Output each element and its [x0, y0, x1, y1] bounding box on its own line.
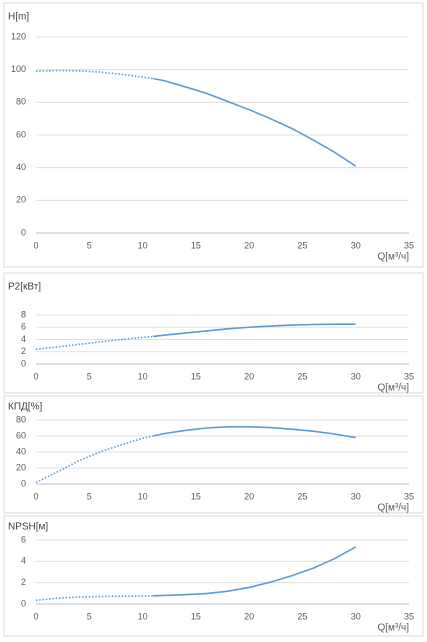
line-solid — [153, 426, 356, 439]
line-dotted — [35, 69, 154, 80]
x-tick-label: 20 — [244, 240, 254, 250]
x-axis-label: Q[м³/ч] — [377, 503, 409, 514]
y-tick-label: 2 — [21, 577, 26, 587]
x-tick-label: 0 — [33, 240, 38, 250]
x-tick-label: 35 — [404, 240, 414, 250]
line-dotted — [35, 594, 154, 602]
panel-border — [3, 515, 424, 637]
y-tick-label: 80 — [16, 97, 26, 107]
line-solid — [153, 323, 356, 338]
y-tick-label: 80 — [16, 414, 26, 424]
x-tick-label: 35 — [404, 611, 414, 621]
panel-border — [3, 395, 424, 514]
y-tick-label: 60 — [16, 430, 26, 440]
y-tick-label: 20 — [16, 195, 26, 205]
x-tick-label: 10 — [138, 491, 148, 501]
y-tick-label: 0 — [21, 598, 26, 608]
y-tick-label: 0 — [21, 227, 26, 237]
x-tick-label: 30 — [351, 491, 361, 501]
line-dotted — [35, 335, 154, 351]
y-tick-label: 100 — [11, 64, 26, 74]
y-tick-label: 4 — [21, 556, 26, 566]
x-tick-label: 25 — [297, 371, 307, 381]
y-tick-label: 0 — [21, 478, 26, 488]
y-tick-label: 120 — [11, 31, 26, 41]
x-axis-label: Q[м³/ч] — [377, 623, 409, 634]
x-tick-label: 15 — [191, 611, 201, 621]
y-tick-label: 40 — [16, 162, 26, 172]
y-tick-label: 6 — [21, 322, 26, 332]
y-tick-label: 0 — [21, 358, 26, 368]
x-tick-label: 0 — [33, 611, 38, 621]
x-tick-label: 25 — [297, 491, 307, 501]
x-tick-label: 5 — [87, 611, 92, 621]
x-tick-label: 15 — [191, 240, 201, 250]
y-tick-label: 8 — [21, 309, 26, 319]
x-tick-label: 25 — [297, 240, 307, 250]
x-tick-label: 15 — [191, 371, 201, 381]
x-tick-label: 30 — [351, 240, 361, 250]
x-tick-label: 30 — [351, 371, 361, 381]
y-tick-label: 60 — [16, 129, 26, 139]
x-tick-label: 15 — [191, 491, 201, 501]
x-tick-label: 20 — [244, 611, 254, 621]
x-tick-label: 35 — [404, 371, 414, 381]
chart-title: NPSH[м] — [8, 522, 48, 533]
x-tick-label: 5 — [87, 371, 92, 381]
chart-title: P2[кВт] — [8, 282, 41, 293]
y-tick-label: 20 — [16, 462, 26, 472]
panel-border — [3, 272, 424, 394]
x-tick-label: 0 — [33, 371, 38, 381]
x-tick-label: 5 — [87, 491, 92, 501]
x-tick-label: 5 — [87, 240, 92, 250]
line-solid — [153, 77, 357, 167]
y-tick-label: 4 — [21, 334, 26, 344]
x-tick-label: 10 — [138, 371, 148, 381]
x-tick-label: 10 — [138, 240, 148, 250]
x-tick-label: 10 — [138, 611, 148, 621]
x-tick-label: 0 — [33, 491, 38, 501]
line-dotted — [35, 435, 154, 484]
x-tick-label: 20 — [244, 491, 254, 501]
y-tick-label: 2 — [21, 346, 26, 356]
x-tick-label: 20 — [244, 371, 254, 381]
chart-title: КПД[%] — [8, 402, 42, 413]
chart-title: H[m] — [8, 12, 29, 23]
y-tick-label: 6 — [21, 534, 26, 544]
panel-border — [3, 2, 424, 268]
x-tick-label: 30 — [351, 611, 361, 621]
y-tick-label: 40 — [16, 446, 26, 456]
x-axis-label: Q[м³/ч] — [377, 252, 409, 263]
x-axis-label: Q[м³/ч] — [377, 383, 409, 394]
line-solid — [153, 546, 357, 597]
x-tick-label: 25 — [297, 611, 307, 621]
x-tick-label: 35 — [404, 491, 414, 501]
